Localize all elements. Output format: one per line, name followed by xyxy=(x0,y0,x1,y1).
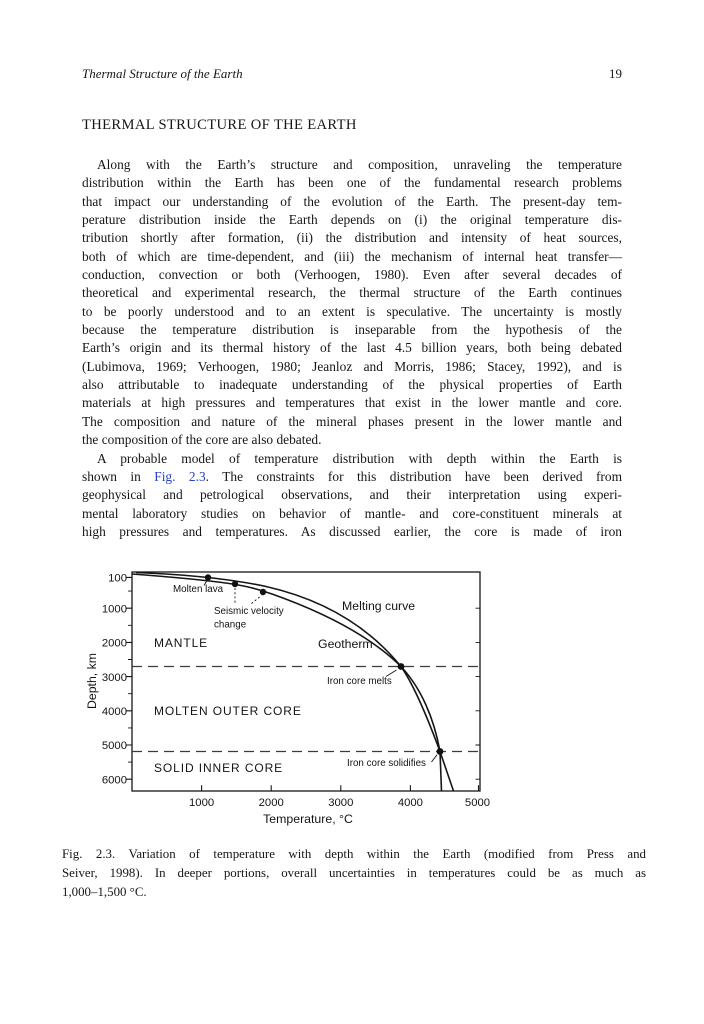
running-header-title: Thermal Structure of the Earth xyxy=(82,66,243,81)
y-tick-1000: 1000 xyxy=(102,603,127,615)
geotherm-label: Geotherm xyxy=(318,637,373,651)
body-text: Along with the Earth’s structure and com… xyxy=(82,156,622,541)
y-tick-6000: 6000 xyxy=(102,774,127,786)
y-axis-label: Depth, km xyxy=(85,653,99,709)
text-line: (Lubimova, 1969; Verhoogen, 1980; Jeanlo… xyxy=(82,358,622,374)
text-line: tribution shortly after formation, (ii) … xyxy=(82,230,622,246)
x-tick-2000: 2000 xyxy=(259,797,284,809)
text-line: shown in Fig. 2.3. The constraints for t… xyxy=(82,468,622,484)
paragraph-2: A probable model of temperature distribu… xyxy=(82,450,622,542)
text-line: Earth’s origin and its thermal history o… xyxy=(82,340,622,356)
melting-curve xyxy=(135,571,455,792)
text-line: theoretical and experimental research, t… xyxy=(82,285,622,301)
text-line: also attributable to inadequate understa… xyxy=(82,377,622,393)
molten-lava-label: Molten lava xyxy=(173,584,224,595)
text-line: 1,000–1,500 °C. xyxy=(62,885,147,899)
molten-lava-pointer-line xyxy=(203,580,208,586)
iron-core-solidifies-pointer-line xyxy=(431,754,438,763)
melting-curve-label: Melting curve xyxy=(342,599,415,613)
x-tick-3000: 3000 xyxy=(328,797,353,809)
mantle-region-label: MANTLE xyxy=(154,636,208,650)
y-tick-5000: 5000 xyxy=(102,740,127,752)
data-point-seismic-1 xyxy=(231,580,239,588)
section-heading: THERMAL STRUCTURE OF THE EARTH xyxy=(82,117,357,133)
y-axis-major-ticks xyxy=(125,576,132,780)
text-line: to be poorly understood and to an extent… xyxy=(82,303,622,319)
text-line: Fig. 2.3. Variation of temperature with … xyxy=(62,847,646,861)
text-line: materials at high pressures and temperat… xyxy=(82,395,622,411)
right-axis-ticks xyxy=(475,607,480,780)
text-line: both of which are time-dependent, and (i… xyxy=(82,248,622,264)
data-point-seismic-2 xyxy=(259,588,267,596)
seismic-velocity-label-line1: Seismic velocity xyxy=(214,606,284,617)
geotherm-curve xyxy=(131,573,443,792)
text-line: high pressures and temperatures. As disc… xyxy=(82,523,622,539)
figure-caption: Fig. 2.3. Variation of temperature with … xyxy=(62,845,646,902)
text-line: geophysical and petrological observation… xyxy=(82,487,622,503)
y-tick-4000: 4000 xyxy=(102,706,127,718)
iron-core-melts-pointer-line xyxy=(385,669,397,677)
page-number: 19 xyxy=(609,66,622,81)
paragraph-1: Along with the Earth’s structure and com… xyxy=(82,156,622,450)
x-axis-ticks xyxy=(201,785,480,791)
text-line: that impact our understanding of the evo… xyxy=(82,193,622,209)
y-tick-3000: 3000 xyxy=(102,672,127,684)
text-line: distribution within the Earth has been o… xyxy=(82,175,622,191)
text-line: perature distribution inside the Earth d… xyxy=(82,212,622,228)
inner-core-region-label: SOLID INNER CORE xyxy=(154,761,283,775)
y-tick-2000: 2000 xyxy=(102,638,127,650)
iron-core-melts-label: Iron core melts xyxy=(327,676,392,687)
text-line: because the temperature distribution is … xyxy=(82,322,622,338)
outer-core-region-label: MOLTEN OUTER CORE xyxy=(154,704,302,718)
plot-frame xyxy=(131,571,481,792)
running-head: Thermal Structure of the Earth 19 xyxy=(82,66,622,82)
x-tick-1000: 1000 xyxy=(189,797,214,809)
x-tick-4000: 4000 xyxy=(398,797,423,809)
x-tick-5000: 5000 xyxy=(465,797,490,809)
text-line: mental laboratory studies on behavior of… xyxy=(82,505,622,521)
data-point-molten-lava xyxy=(204,574,212,581)
text-line: conduction, convection or both (Verhooge… xyxy=(82,267,622,283)
text-line: the composition of the core are also deb… xyxy=(82,432,322,448)
text-line: The composition and nature of the minera… xyxy=(82,413,622,429)
text-line: A probable model of temperature distribu… xyxy=(97,450,622,466)
text-line: Along with the Earth’s structure and com… xyxy=(97,157,622,172)
iron-core-solidifies-label: Iron core solidifies xyxy=(347,758,426,769)
data-point-iron-core-melts xyxy=(397,663,405,670)
seismic-velocity-label-line2: change xyxy=(214,620,247,631)
y-tick-100: 100 xyxy=(108,573,127,585)
x-axis-label: Temperature, °C xyxy=(263,812,353,826)
seismic-pointer-lines xyxy=(234,588,262,604)
data-point-iron-core-solidifies xyxy=(436,748,444,755)
y-axis-minor-ticks xyxy=(128,590,132,763)
text-line: Seiver, 1998). In deeper portions, overa… xyxy=(62,866,646,880)
figure-2-3-link[interactable]: Fig. 2.3 xyxy=(154,468,206,484)
